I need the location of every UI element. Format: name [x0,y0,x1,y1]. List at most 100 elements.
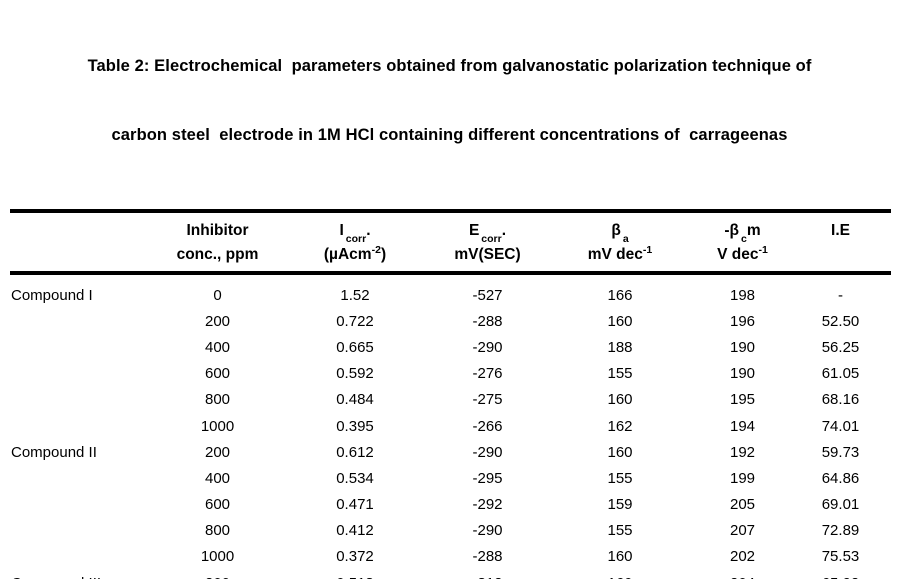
value-cell: 0.612 [336,443,374,461]
value-cell: 195 [729,391,756,409]
table-row: 800 0.484 -275 160 195 68.16 [10,387,891,413]
value-cell: 190 [729,365,756,383]
header-e-corr: Ecorr. mV(SEC) [430,209,545,275]
value-cell: 59.73 [821,443,860,461]
value-cell: -266 [472,417,503,435]
value-cell: 204 [695,570,790,579]
value-cell: 72.89 [821,522,860,540]
value-cell: 800 [204,391,231,409]
table-caption: Table 2: Electrochemical parameters obta… [0,0,899,193]
header-line: Icorr. [339,222,371,246]
caption-line-2: carbon steel electrode in 1M HCl contain… [111,126,788,144]
value-cell: 155 [607,522,633,540]
value-cell: 196 [729,312,756,330]
value-cell: 0.395 [336,417,374,435]
header-inhibitor-conc: Inhibitor conc., ppm [155,209,280,275]
table-row: 600 0.471 -292 159 205 69.01 [10,492,891,518]
header-line: mV(SEC) [454,246,521,263]
header-line: (µAcm-2) [323,243,387,263]
header-compound [10,209,155,275]
compound-cell [10,492,155,518]
value-cell: 155 [607,469,633,487]
value-cell: 56.25 [821,338,860,356]
value-cell: -288 [472,548,503,566]
value-cell: 1.52 [340,286,370,304]
value-cell: 600 [204,365,231,383]
value-cell: 1000 [200,548,235,566]
value-cell: 68.16 [821,391,860,409]
value-cell: 199 [729,469,756,487]
table-row: 600 0.592 -276 155 190 61.05 [10,361,891,387]
value-cell: 166 [607,286,633,304]
value-cell: -290 [472,443,503,461]
header-line: Inhibitor [186,222,249,239]
table-body: Compound I 0 1.52 -527 166 198 - 200 0.722 -288 16… [10,273,891,579]
value-cell: -275 [472,391,503,409]
header-i-corr: Icorr. (µAcm-2) [280,209,430,275]
table-row: Compound III2000.518-31216020465.92 [10,570,891,579]
value-cell: 0.592 [336,365,374,383]
compound-cell: Compound III [10,570,155,579]
value-cell: 200 [204,443,231,461]
value-cell: 0.534 [336,469,374,487]
table-row: Compound II 200 0.612 -290 160 192 59.73 [10,439,891,465]
value-cell: -295 [472,469,503,487]
value-cell: 0.412 [336,522,374,540]
value-cell: 160 [607,312,633,330]
header-line: Ecorr. [468,222,507,246]
value-cell: 0.372 [336,548,374,566]
value-cell: -312 [430,570,545,579]
value-cell: 74.01 [821,417,860,435]
value-cell: 400 [204,469,231,487]
table-row: 1000 0.372 -288 160 202 75.53 [10,544,891,570]
value-cell: 192 [729,443,756,461]
table-row: 200 0.722 -288 160 196 52.50 [10,308,891,334]
value-cell: -290 [472,522,503,540]
compound-cell [10,465,155,491]
value-cell: 64.86 [821,469,860,487]
compound-cell [10,518,155,544]
value-cell: 69.01 [821,496,860,514]
header-line: conc., ppm [176,246,259,263]
header-line: mV dec-1 [587,243,653,263]
value-cell: - [838,286,843,304]
electrochemical-parameters-table: Inhibitor conc., ppm Icorr. (µAcm-2) Ecorr… [10,209,891,579]
value-cell: 400 [204,338,231,356]
value-cell: 207 [729,522,756,540]
compound-cell [10,361,155,387]
compound-cell: Compound II [11,443,97,461]
value-cell: 0.665 [336,338,374,356]
value-cell: 155 [607,365,633,383]
value-cell: 200 [155,570,280,579]
table-row: 800 0.412 -290 155 207 72.89 [10,518,891,544]
header-line [10,243,155,267]
value-cell: 202 [729,548,756,566]
header-beta-c: -βcm V dec-1 [695,209,790,275]
value-cell: -527 [472,286,503,304]
header-line: V dec-1 [717,243,768,263]
value-cell: -276 [472,365,503,383]
value-cell: 0.471 [336,496,374,514]
value-cell: 600 [204,496,231,514]
header-line: βa [611,222,629,246]
value-cell: 162 [607,417,633,435]
compound-cell [10,334,155,360]
header-line: -βcm [724,222,761,246]
header-line [10,219,155,243]
value-cell: 198 [729,286,756,304]
value-cell: 800 [204,522,231,540]
header-line: I.E [831,222,850,239]
value-cell: 0.722 [336,312,374,330]
header-ie: I.E [790,209,891,275]
table-row: Compound I 0 1.52 -527 166 198 - [10,273,891,308]
header-beta-a: βa mV dec-1 [545,209,695,275]
value-cell: 61.05 [821,365,860,383]
value-cell: 160 [607,391,633,409]
value-cell: -292 [472,496,503,514]
table-row: 400 0.534 -295 155 199 64.86 [10,465,891,491]
value-cell: 0.518 [280,570,430,579]
value-cell: 0 [213,286,222,304]
value-cell: 160 [545,570,695,579]
table-header: Inhibitor conc., ppm Icorr. (µAcm-2) Ecorr… [10,209,891,275]
